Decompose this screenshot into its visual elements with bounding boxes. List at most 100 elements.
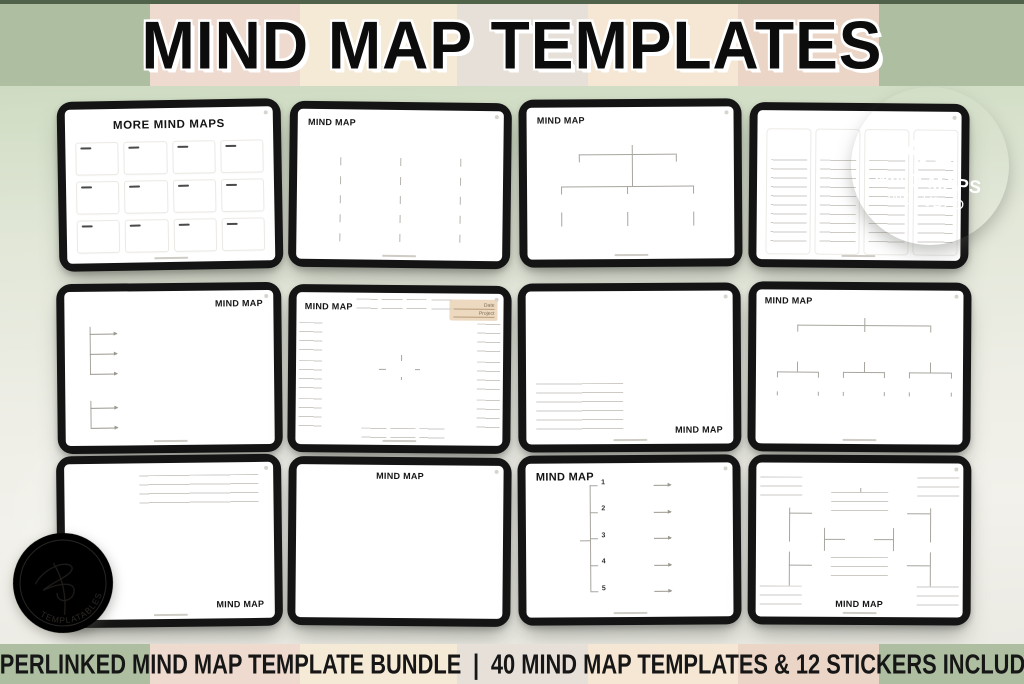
watermark	[613, 611, 648, 615]
node-box	[147, 162, 162, 170]
template-thumbnail	[172, 141, 215, 173]
connector-arrow	[90, 427, 118, 430]
node-box	[161, 399, 195, 416]
connector-line	[909, 371, 911, 379]
sticky-note	[375, 531, 424, 570]
thumb-title-dash	[81, 186, 93, 189]
circle-node	[880, 552, 905, 578]
connector-line	[873, 539, 893, 541]
node-box	[613, 503, 652, 520]
sticky-tab	[381, 485, 408, 491]
connector-arrow	[653, 485, 671, 487]
sticky-body	[437, 491, 486, 524]
node-box	[388, 320, 413, 340]
screen-corner-mark	[494, 469, 499, 474]
node-box	[870, 396, 897, 432]
node-box	[195, 161, 210, 169]
node-box	[674, 553, 728, 576]
connector-line	[863, 317, 865, 326]
node-box	[612, 477, 651, 494]
node-box	[445, 324, 472, 355]
watermark	[381, 439, 416, 443]
node-box	[831, 378, 854, 392]
header-band: MIND MAP TEMPLATES	[0, 4, 1024, 86]
node-box	[930, 580, 957, 592]
connector-line	[589, 485, 599, 487]
screen-corner-mark	[263, 110, 268, 115]
template-thumbnails	[76, 140, 264, 253]
connector-line	[797, 361, 799, 372]
screen-corner-mark	[954, 467, 959, 472]
node-box	[244, 199, 259, 207]
sticky-note	[314, 576, 363, 615]
sticky-tab	[381, 531, 408, 537]
connector-line	[400, 376, 402, 381]
tablet-screen: MORE MIND MAPS	[64, 106, 276, 264]
node-box	[534, 531, 580, 551]
tablet-screen: MIND MAP	[755, 462, 964, 618]
mind-map-label: MIND MAP	[536, 114, 585, 126]
mind-map-label: MIND MAP	[304, 301, 353, 312]
connector-line	[561, 212, 563, 227]
node-box	[148, 240, 163, 248]
connector-line	[378, 368, 387, 370]
node-box	[226, 199, 241, 207]
connector-line	[863, 362, 865, 372]
node-box	[196, 200, 211, 208]
node-box	[82, 230, 97, 238]
node-box	[807, 377, 830, 391]
node-box	[613, 556, 652, 573]
node-box	[243, 149, 258, 157]
node-box	[122, 419, 156, 436]
node-box	[201, 418, 235, 435]
tablet-tree-map: MIND MAP	[747, 281, 972, 453]
node-box	[831, 469, 889, 488]
node-box	[804, 396, 831, 432]
mind-map-label: MIND MAP	[764, 295, 813, 306]
ruled-lines	[819, 159, 856, 248]
template-thumbnail	[173, 180, 215, 213]
watermark	[841, 254, 876, 258]
node-box	[386, 361, 415, 376]
node-box	[129, 162, 144, 170]
node-box	[762, 504, 789, 516]
mind-map-label: MIND MAP	[216, 598, 265, 610]
node-box	[100, 202, 115, 210]
connector-line	[863, 325, 865, 332]
ruled-lines	[431, 299, 452, 315]
column-dot	[829, 136, 840, 147]
connector-line	[693, 185, 695, 194]
sticky-body	[376, 490, 425, 523]
node-box	[147, 151, 162, 159]
template-thumbnail	[222, 218, 264, 251]
node-box	[161, 365, 195, 382]
node-box	[82, 191, 97, 199]
page-title: MIND MAP TEMPLATES	[141, 6, 883, 84]
watermark	[613, 253, 649, 257]
node-box	[315, 222, 365, 233]
node-box	[674, 499, 728, 524]
node-box	[195, 150, 210, 158]
connector-line	[884, 371, 886, 378]
ruled-lines	[298, 398, 322, 430]
node-box	[935, 397, 962, 433]
node-box	[226, 238, 241, 246]
screen-corner-mark	[494, 297, 499, 302]
node-box	[73, 376, 128, 401]
tablet-numbered-steps: MIND MAP 1 2 3 4 5	[517, 454, 742, 626]
sticky-body	[315, 490, 364, 523]
connector-arrow	[654, 511, 671, 513]
watermark	[612, 438, 647, 442]
tablet-radial-map: MIND MAP	[747, 454, 972, 626]
template-thumbnail	[76, 142, 119, 175]
sticky-body	[375, 582, 424, 615]
node-box	[201, 398, 235, 415]
connector-arrow	[90, 373, 118, 376]
connector-line	[929, 508, 932, 542]
template-thumbnail	[77, 181, 119, 214]
connector-line	[842, 371, 844, 378]
thumb-title-dash	[80, 147, 92, 150]
connector-line	[578, 154, 580, 163]
node-box	[148, 229, 163, 237]
connector-arrow	[654, 564, 672, 566]
